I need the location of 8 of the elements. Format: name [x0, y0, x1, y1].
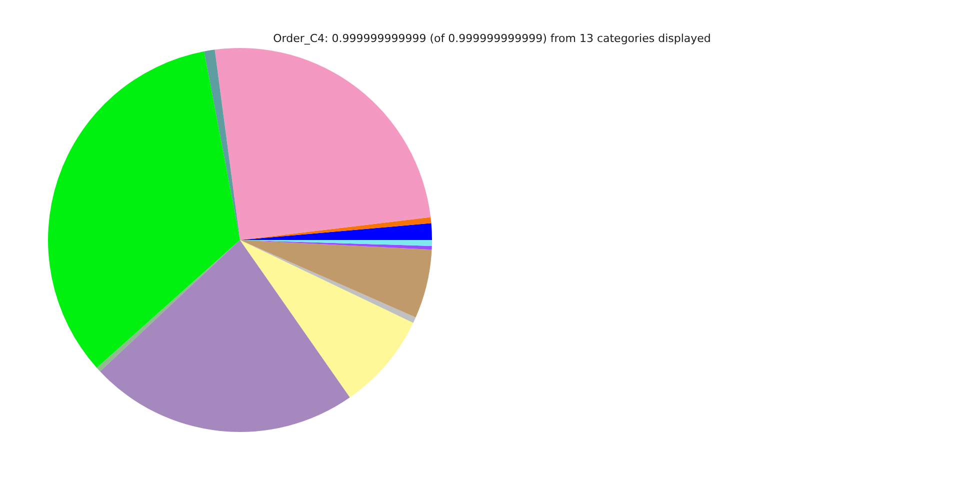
- pie-slice: [100, 240, 350, 432]
- pie-slice: [240, 223, 432, 240]
- pie-slice: [48, 51, 240, 368]
- pie-slice: [240, 240, 414, 398]
- pie-slice: [204, 50, 240, 240]
- text: Order_C4: 0.999999999999 (of 0.999999999999) from 13 categories displayed: [273, 32, 711, 45]
- pie-slice: [214, 48, 431, 240]
- pie-slice: [240, 217, 432, 240]
